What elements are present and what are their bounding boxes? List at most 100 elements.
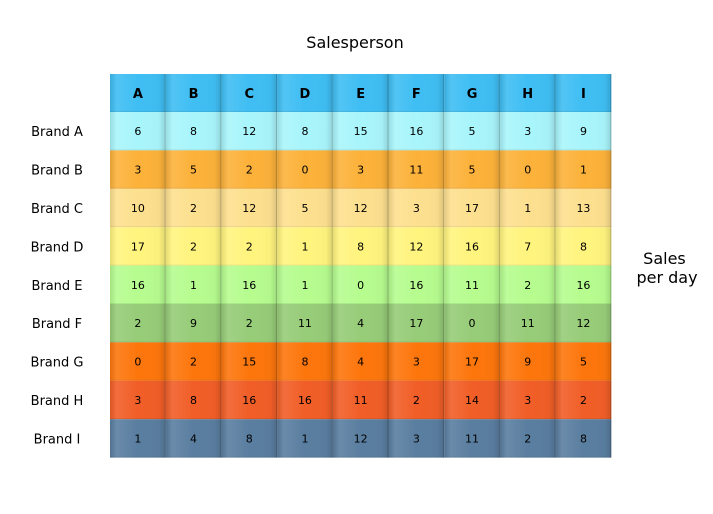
data-cell [555,342,612,381]
cell-value: 8 [190,125,197,138]
cell-value: 13 [576,202,590,215]
cell-value: 16 [131,279,145,292]
cell-value: 9 [190,317,197,330]
data-cell [444,342,500,381]
cell-value: 8 [301,356,308,369]
data-cell-shade [221,150,278,189]
cell-value: 17 [465,356,479,369]
data-cell-shade [499,112,556,151]
cell-value: 0 [357,279,364,292]
cell-value: 17 [131,240,145,253]
cell-value: 5 [580,356,587,369]
cell-value: 2 [246,164,253,177]
data-cell-shade [221,380,278,420]
cell-value: 4 [190,432,197,445]
data-cell [555,227,612,266]
cell-value: 8 [246,432,253,445]
cell-value: 2 [190,202,197,215]
data-cell-shade [277,419,333,458]
row-label: Brand E [31,279,82,294]
header-cell-B-shade [165,74,222,112]
cell-value: 2 [580,394,587,407]
data-cell-shade [165,227,222,266]
cell-value: 4 [357,356,364,369]
data-cell-shade [221,419,278,458]
data-cell [165,112,222,151]
column-label-D: D [300,87,311,102]
data-cell-shade [332,342,389,381]
header-cell-E [332,74,389,112]
header-cell-E-shade [332,74,389,112]
cell-value: 3 [357,164,364,177]
data-cell-shade [110,304,166,343]
row-label: Brand D [31,240,84,255]
cell-value: 3 [413,356,420,369]
data-cell-shade [277,265,333,304]
data-cell-shade [110,188,166,228]
data-cell-shade [332,150,389,189]
data-cell [221,419,278,458]
data-cell [165,188,222,228]
data-cell [444,380,500,420]
data-cell [221,304,278,343]
cell-value: 6 [134,125,141,138]
data-cell [110,265,166,304]
data-cell-shade [444,112,500,151]
data-cell [277,380,333,420]
row-label: Brand H [31,394,84,409]
data-cell [110,304,166,343]
data-cell-shade [221,112,278,151]
data-cell-shade [388,265,445,304]
cell-value: 7 [524,240,531,253]
data-cell-shade [277,227,333,266]
data-cell-shade [221,265,278,304]
data-cell [499,112,556,151]
header-cell-C-shade [221,74,278,112]
data-cell-shade [165,112,222,151]
cell-value: 14 [465,394,479,407]
data-cell-shade [499,227,556,266]
cell-value: 3 [413,432,420,445]
data-cell [388,265,445,304]
data-cell-shade [388,188,445,228]
column-label-I: I [581,87,586,102]
data-cell-shade [444,150,500,189]
data-cell-shade [388,342,445,381]
data-cell [444,150,500,189]
header-cell-I-shade [555,74,612,112]
data-cell [277,150,333,189]
data-cell-shade [444,380,500,420]
data-cell [332,150,389,189]
data-cell-shade [277,150,333,189]
data-cell-shade [499,265,556,304]
data-cell [499,227,556,266]
cell-value: 4 [357,317,364,330]
data-cell-shade [499,419,556,458]
data-cell-shade [499,150,556,189]
data-cell [110,227,166,266]
data-cell-shade [110,419,166,458]
data-cell-shade [165,150,222,189]
data-cell [332,342,389,381]
cell-value: 2 [246,240,253,253]
data-cell-shade [444,342,500,381]
cell-value: 2 [524,432,531,445]
data-cell [277,342,333,381]
data-cell-shade [277,380,333,420]
column-label-B: B [189,87,199,102]
column-label-A: A [133,87,143,102]
data-cell-shade [165,265,222,304]
data-cell [555,380,612,420]
header-cell-D-shade [277,74,333,112]
cell-value: 16 [298,394,312,407]
data-cell [110,188,166,228]
cell-value: 1 [524,202,531,215]
data-cell-shade [444,227,500,266]
data-cell-shade [221,342,278,381]
cell-value: 5 [301,202,308,215]
data-cell [444,304,500,343]
data-cell-shade [332,112,389,151]
cell-value: 12 [354,432,368,445]
header-cell-H [499,74,556,112]
